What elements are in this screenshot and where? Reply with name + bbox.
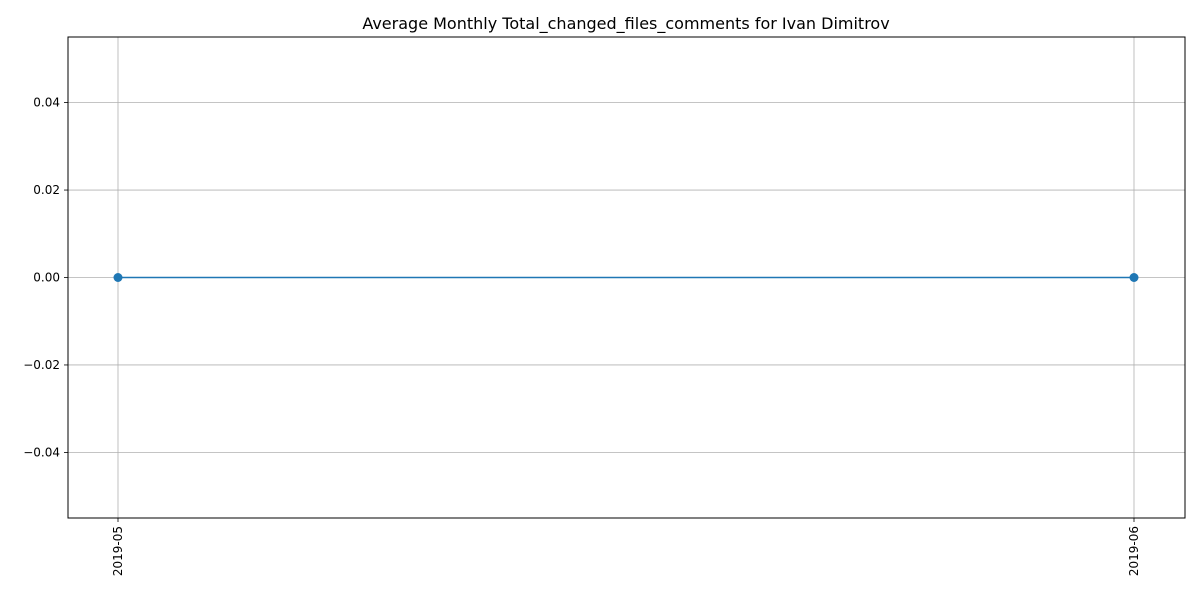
- y-tick-label: −0.04: [23, 445, 60, 459]
- y-tick-label: 0.04: [33, 96, 60, 110]
- x-tick-label: 2019-06: [1127, 526, 1141, 576]
- series-layer: [113, 273, 1139, 282]
- y-tick-label: 0.00: [33, 271, 60, 285]
- y-tick-label: 0.02: [33, 183, 60, 197]
- y-tick-label: −0.02: [23, 358, 60, 372]
- data-point: [1129, 273, 1139, 282]
- data-point: [113, 273, 123, 282]
- chart-title: Average Monthly Total_changed_files_comm…: [362, 14, 889, 34]
- x-tick-label: 2019-05: [111, 526, 125, 576]
- tick-layer: −0.04 −0.02 0.00 0.02 0.04 2019-05 2019-06: [23, 96, 1141, 577]
